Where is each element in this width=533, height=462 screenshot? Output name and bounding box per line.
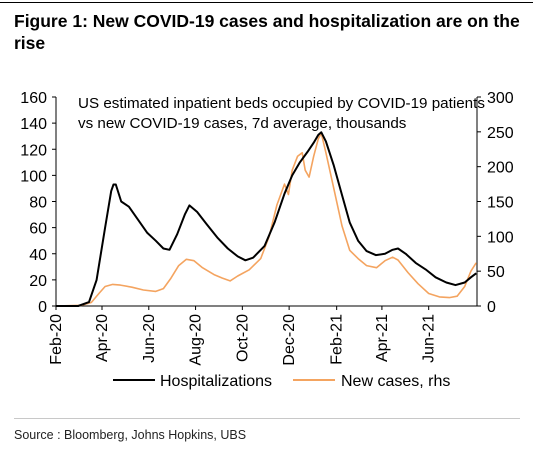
- annotation-line: US estimated inpatient beds occupied by …: [78, 95, 485, 112]
- left-tick-label: 140: [20, 116, 47, 133]
- right-tick-label: 150: [487, 195, 514, 212]
- left-tick-label: 100: [20, 168, 47, 185]
- x-tick-label: Dec-20: [281, 314, 298, 366]
- right-tick-label: 200: [487, 160, 514, 177]
- annotation-group: US estimated inpatient beds occupied by …: [78, 95, 485, 132]
- left-tick-label: 160: [20, 90, 47, 107]
- annotation-line: vs new COVID-19 cases, 7d average, thous…: [78, 115, 407, 132]
- top-rule: [0, 2, 533, 3]
- left-tick-label: 80: [29, 195, 47, 212]
- x-tick-label: Jun-20: [141, 314, 158, 363]
- right-tick-label: 250: [487, 125, 514, 142]
- lines-group: [55, 131, 477, 307]
- new-cases-line: [55, 132, 477, 307]
- left-tick-label: 120: [20, 142, 47, 159]
- left-tick-label: 60: [29, 221, 47, 238]
- source-rule: [14, 418, 520, 419]
- x-tick-label: Oct-20: [234, 314, 251, 362]
- x-tick-label: Apr-20: [94, 314, 111, 362]
- source-note: Source : Bloomberg, Johns Hopkins, UBS: [14, 428, 247, 442]
- x-tick-label: Jun-21: [421, 314, 438, 363]
- right-tick-label: 100: [487, 229, 514, 246]
- x-tick-label: Feb-21: [329, 314, 346, 365]
- legend-label-new-cases: New cases, rhs: [341, 373, 450, 390]
- legend-group: Hospitalizations New cases, rhs: [113, 373, 450, 390]
- axes-group: 0 20 40 60 80 100 120 140 160 0 50 100 150 200 250 300 F…: [20, 90, 514, 366]
- legend-label-hospitalizations: Hospitalizations: [160, 373, 272, 390]
- left-tick-label: 40: [29, 247, 47, 264]
- right-tick-label: 300: [487, 90, 514, 107]
- right-tick-label: 50: [487, 264, 505, 281]
- hospitalizations-line: [56, 131, 477, 307]
- x-tick-label: Aug-20: [188, 314, 205, 366]
- left-tick-label: 0: [38, 299, 47, 316]
- right-tick-label: 0: [487, 299, 496, 316]
- left-tick-label: 20: [29, 273, 47, 290]
- x-tick-label: Feb-20: [48, 314, 65, 365]
- x-tick-label: Apr-21: [374, 314, 391, 362]
- figure-title: Figure 1: New COVID-19 cases and hospita…: [14, 11, 520, 53]
